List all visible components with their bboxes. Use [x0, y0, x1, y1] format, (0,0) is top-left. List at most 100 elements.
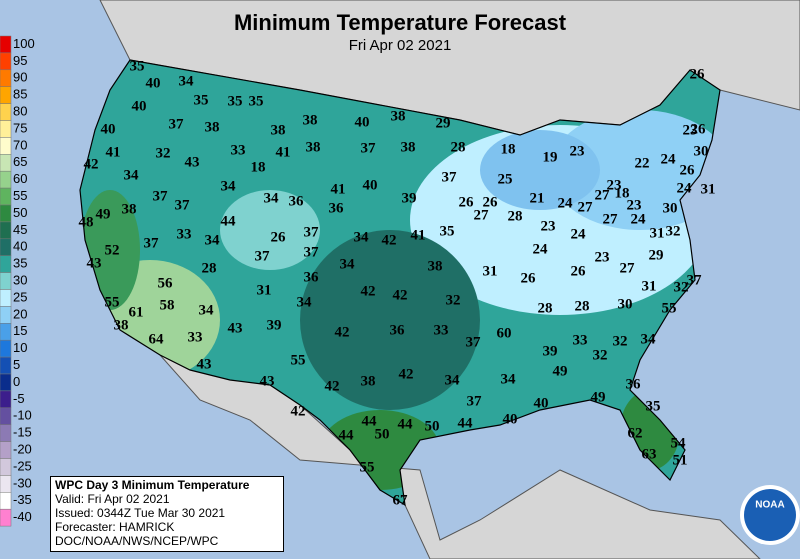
temperature-label: 38 [361, 373, 376, 389]
temperature-label: 28 [508, 208, 523, 224]
temperature-label: 34 [445, 372, 461, 388]
temperature-label: 31 [701, 181, 716, 197]
temperature-label: 42 [291, 403, 306, 419]
info-line: Forecaster: HAMRICK [55, 520, 175, 534]
temperature-label: 44 [398, 416, 414, 432]
temperature-label: 27 [578, 199, 594, 215]
temperature-label: 35 [440, 223, 455, 239]
temperature-label: 52 [105, 242, 120, 258]
temperature-label: 37 [467, 393, 483, 409]
temperature-label: 61 [129, 304, 144, 320]
legend-swatch [0, 356, 12, 375]
legend-label: 75 [13, 120, 27, 135]
temperature-label: 36 [390, 322, 406, 338]
legend-label: 50 [13, 205, 27, 220]
temperature-label: 62 [628, 425, 643, 441]
logo-text: NOAA [755, 500, 784, 511]
temperature-label: 40 [355, 114, 370, 130]
legend-swatch [0, 69, 12, 87]
temperature-label: 33 [188, 329, 203, 345]
temperature-label: 34 [354, 229, 370, 245]
legend-label: 80 [13, 103, 27, 118]
legend-swatch [0, 306, 12, 324]
info-line: DOC/NOAA/NWS/NCEP/WPC [55, 534, 219, 548]
temperature-label: 35 [194, 92, 209, 108]
legend-label: 20 [13, 306, 27, 321]
legend-swatch [0, 475, 12, 493]
legend-label: 85 [13, 87, 27, 102]
temperature-label: 30 [663, 200, 678, 216]
temperature-label: 37 [442, 169, 458, 185]
temperature-label: 39 [267, 317, 282, 333]
legend-swatch [0, 170, 12, 189]
temperature-label: 35 [228, 93, 243, 109]
temperature-label: 50 [425, 418, 440, 434]
temperature-label: 38 [303, 112, 318, 128]
temperature-label: 26 [571, 263, 587, 279]
temperature-label: 32 [613, 333, 628, 349]
logo [744, 489, 796, 541]
info-box: WPC Day 3 Minimum Temperature Valid: Fri … [50, 476, 284, 552]
temperature-label: 39 [543, 343, 558, 359]
legend-swatch [0, 154, 12, 172]
temperature-label: 29 [436, 115, 451, 131]
temperature-label: 41 [331, 181, 346, 197]
temperature-label: 19 [543, 149, 558, 165]
legend-swatch [0, 492, 12, 510]
temperature-label: 37 [175, 197, 191, 213]
temperature-label: 33 [434, 322, 449, 338]
legend-label: 5 [13, 357, 20, 372]
temperature-label: 37 [255, 248, 271, 264]
legend-swatch [0, 221, 12, 240]
temperature-label: 24 [661, 151, 677, 167]
temperature-label: 26 [691, 121, 707, 137]
temperature-label: 38 [271, 122, 286, 138]
temperature-label: 30 [694, 143, 709, 159]
temperature-label: 39 [402, 190, 417, 206]
temperature-label: 26 [690, 66, 706, 82]
temperature-label: 63 [642, 446, 657, 462]
temperature-label: 32 [666, 223, 681, 239]
temperature-label: 23 [627, 197, 642, 213]
legend-swatch [0, 52, 12, 71]
temperature-label: 37 [304, 244, 320, 260]
temperature-label: 37 [169, 116, 185, 132]
info-line: Issued: 0344Z Tue Mar 30 2021 [55, 506, 226, 520]
temperature-label: 38 [114, 317, 129, 333]
temperature-label: 34 [124, 167, 140, 183]
temperature-label: 37 [687, 272, 703, 288]
temperature-label: 60 [497, 325, 512, 341]
temperature-label: 27 [474, 207, 490, 223]
temperature-label: 40 [534, 395, 549, 411]
legend-label: -35 [13, 492, 32, 507]
temperature-label: 34 [297, 294, 313, 310]
legend-swatch [0, 204, 12, 223]
temperature-label: 40 [363, 177, 378, 193]
temperature-label: 41 [411, 227, 426, 243]
title: Minimum Temperature Forecast [234, 10, 567, 35]
temperature-label: 32 [674, 279, 689, 295]
temperature-label: 32 [593, 347, 608, 363]
temperature-label: 40 [132, 98, 147, 114]
temperature-label: 55 [105, 294, 120, 310]
temperature-label: 31 [257, 282, 272, 298]
temperature-label: 34 [501, 371, 517, 387]
info-line: WPC Day 3 Minimum Temperature [55, 478, 250, 492]
legend-swatch [0, 238, 12, 256]
temperature-label: 37 [361, 140, 377, 156]
temperature-label: 26 [271, 229, 287, 245]
legend-swatch [0, 289, 12, 307]
temperature-label: 55 [291, 352, 306, 368]
legend-label: 30 [13, 272, 27, 287]
temperature-label: 23 [595, 249, 610, 265]
legend-swatch [0, 272, 12, 290]
temperature-label: 26 [459, 194, 475, 210]
temperature-label: 23 [541, 218, 556, 234]
legend-label: 60 [13, 171, 27, 186]
temperature-label: 26 [680, 162, 696, 178]
temperature-label: 32 [446, 292, 461, 308]
legend-label: 95 [13, 53, 27, 68]
color-legend: 1009590858075706560555045403530252015105… [0, 35, 35, 527]
temperature-label: 30 [618, 296, 633, 312]
